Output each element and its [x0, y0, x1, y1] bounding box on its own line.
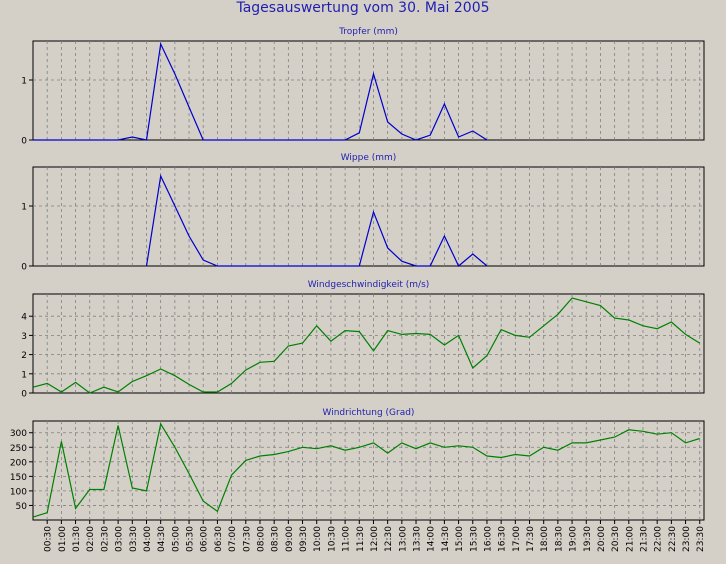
x-tick-label: 07:30 [242, 526, 252, 552]
x-tick-label: 13:00 [398, 526, 408, 552]
x-tick-label: 22:30 [668, 526, 678, 552]
x-tick-label: 17:30 [526, 526, 536, 552]
x-tick-label: 15:00 [455, 526, 465, 552]
series-line [32, 422, 700, 518]
y-tick-label: 4 [21, 313, 27, 323]
series-line [145, 173, 488, 267]
plot-area [32, 420, 705, 521]
y-tick-label: 100 [10, 487, 27, 497]
x-tick-label: 04:30 [157, 526, 167, 552]
y-tick-label: 1 [21, 203, 27, 213]
y-tick-label: 1 [21, 77, 27, 87]
x-tick-label: 10:00 [313, 526, 323, 552]
x-tick-label: 12:00 [370, 526, 380, 552]
x-tick-label: 02:00 [86, 526, 96, 552]
x-tick-label: 15:30 [469, 526, 479, 552]
x-tick-label: 06:00 [200, 526, 210, 552]
x-tick-label: 06:30 [214, 526, 224, 552]
plot-area [32, 40, 705, 141]
x-tick-label: 17:00 [512, 526, 522, 552]
x-tick-label: 23:00 [682, 526, 692, 552]
x-tick-label: 04:00 [143, 526, 153, 552]
panel-title: Tropfer (mm) [338, 27, 398, 37]
plot-area [32, 166, 705, 267]
x-tick-label: 18:00 [540, 526, 550, 552]
x-tick-label: 11:30 [356, 526, 366, 552]
x-tick-label: 01:00 [58, 526, 68, 552]
series-line [32, 297, 701, 394]
x-tick-label: 20:00 [597, 526, 607, 552]
x-tick-label: 21:30 [640, 526, 650, 552]
series-line [33, 41, 488, 141]
x-tick-label: 18:30 [554, 526, 564, 552]
x-tick-label: 07:00 [228, 526, 238, 552]
x-tick-label: 09:00 [285, 526, 295, 552]
x-tick-label: 20:30 [611, 526, 621, 552]
y-tick-label: 50 [16, 502, 28, 512]
x-tick-label: 10:30 [327, 526, 337, 552]
x-tick-label: 23:30 [696, 526, 706, 552]
y-tick-label: 300 [10, 429, 27, 439]
x-tick-label: 05:30 [186, 526, 196, 552]
x-tick-label: 14:00 [427, 526, 437, 552]
x-tick-label: 22:00 [654, 526, 664, 552]
x-tick-label: 03:00 [115, 526, 125, 552]
x-tick-label: 08:00 [257, 526, 267, 552]
y-tick-label: 3 [21, 332, 27, 342]
x-tick-label: 13:30 [413, 526, 423, 552]
y-tick-label: 0 [21, 137, 27, 147]
x-tick-label: 09:30 [299, 526, 309, 552]
y-tick-label: 250 [10, 444, 27, 454]
x-tick-label: 19:30 [583, 526, 593, 552]
x-tick-label: 16:30 [498, 526, 508, 552]
x-tick-label: 05:00 [171, 526, 181, 552]
x-tick-label: 21:00 [625, 526, 635, 552]
panel-title: Wippe (mm) [341, 153, 397, 163]
y-tick-label: 0 [21, 263, 27, 273]
y-tick-label: 1 [21, 370, 27, 380]
y-tick-label: 200 [10, 458, 27, 468]
x-tick-label: 02:30 [100, 526, 110, 552]
panel-title: Windrichtung (Grad) [323, 408, 415, 418]
panel-title: Windgeschwindigkeit (m/s) [308, 280, 430, 290]
x-tick-label: 08:30 [271, 526, 281, 552]
x-tick-label: 16:00 [484, 526, 494, 552]
x-tick-label: 03:30 [129, 526, 139, 552]
x-tick-label: 12:30 [384, 526, 394, 552]
x-tick-label: 14:30 [441, 526, 451, 552]
x-tick-label: 01:30 [72, 526, 82, 552]
x-tick-label: 19:00 [569, 526, 579, 552]
page-title: Tagesauswertung vom 30. Mai 2005 [236, 0, 490, 16]
y-tick-label: 150 [10, 473, 27, 483]
x-tick-label: 00:30 [44, 526, 54, 552]
y-tick-label: 2 [21, 351, 27, 361]
y-tick-label: 0 [21, 390, 27, 400]
x-tick-label: 11:00 [342, 526, 352, 552]
